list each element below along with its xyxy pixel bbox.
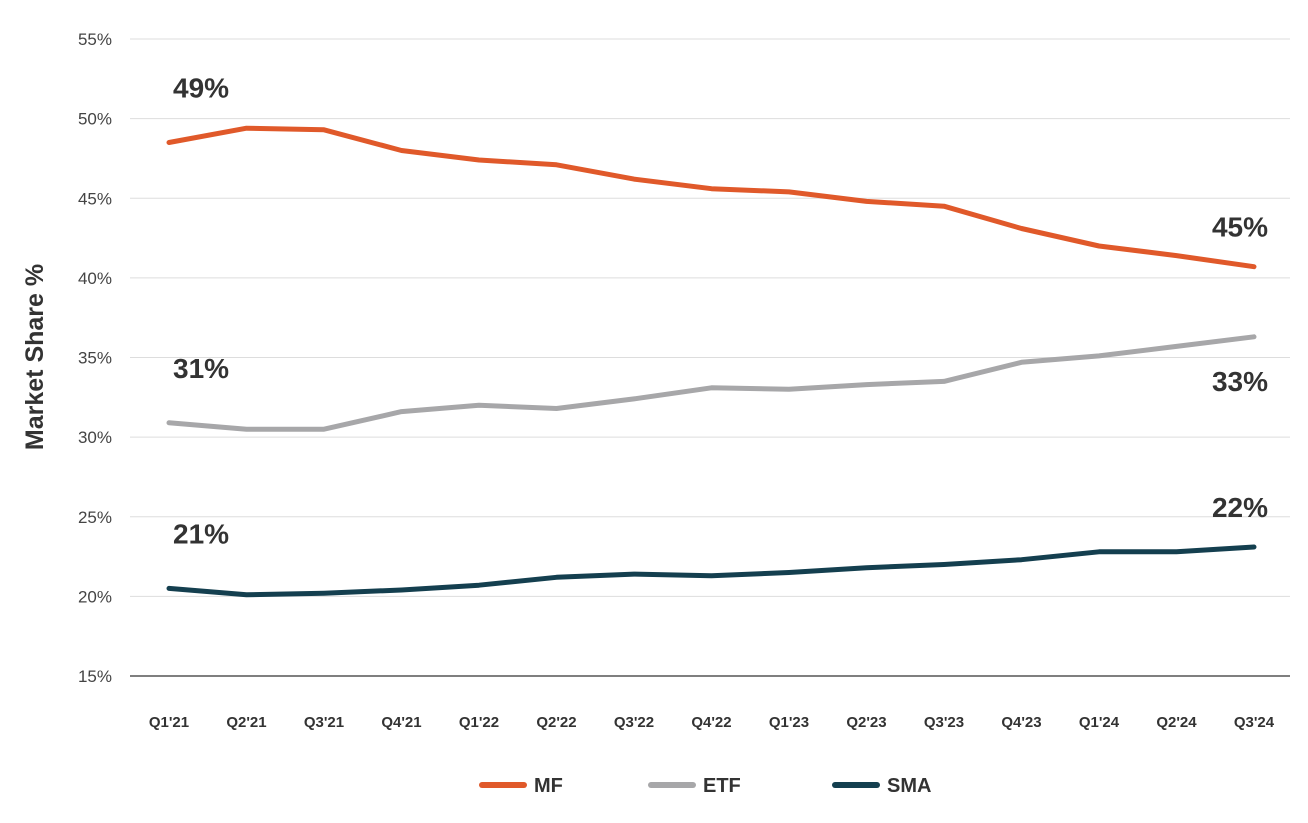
- annotation-etf-start: 31%: [173, 353, 229, 384]
- x-tick-label: Q3'22: [614, 714, 654, 731]
- series-lines: [166, 125, 1257, 598]
- y-axis-ticks: 15% 20% 25% 30% 35% 40% 45% 50% 55%: [78, 30, 112, 686]
- x-tick-label: Q2'23: [846, 714, 886, 731]
- x-tick-label: Q1'22: [459, 714, 499, 731]
- x-tick-label: Q4'21: [381, 714, 421, 731]
- gridlines: [130, 38, 1290, 677]
- annotation-etf-end: 33%: [1212, 366, 1268, 397]
- series-line-sma: [166, 544, 1257, 598]
- y-tick-label: 15%: [78, 667, 112, 686]
- y-tick-label: 50%: [78, 110, 112, 129]
- x-tick-label: Q2'24: [1156, 714, 1197, 731]
- x-tick-label: Q2'22: [536, 714, 576, 731]
- annotation-mf-end: 45%: [1212, 212, 1268, 243]
- legend-label: MF: [534, 775, 563, 797]
- x-tick-label: Q3'21: [304, 714, 344, 731]
- legend-item-etf: ETF: [648, 775, 741, 797]
- x-tick-label: Q4'23: [1001, 714, 1041, 731]
- x-tick-label: Q3'24: [1234, 714, 1275, 731]
- y-tick-label: 40%: [78, 269, 112, 288]
- y-tick-label: 25%: [78, 508, 112, 527]
- y-tick-label: 30%: [78, 428, 112, 447]
- legend-item-sma: SMA: [832, 775, 931, 797]
- annotation-sma-end: 22%: [1212, 492, 1268, 523]
- x-tick-label: Q1'21: [149, 714, 189, 731]
- annotation-mf-start: 49%: [173, 73, 229, 104]
- x-tick-label: Q4'22: [691, 714, 731, 731]
- legend: MF ETF SMA: [479, 775, 931, 797]
- y-tick-label: 20%: [78, 587, 112, 606]
- x-axis-ticks: Q1'21 Q2'21 Q3'21 Q4'21 Q1'22 Q2'22 Q3'22 Q4'22…: [149, 714, 1275, 731]
- y-tick-label: 55%: [78, 30, 112, 49]
- legend-label: SMA: [887, 775, 931, 797]
- x-tick-label: Q1'23: [769, 714, 809, 731]
- x-tick-label: Q3'23: [924, 714, 964, 731]
- value-annotations: 49% 45% 31% 33% 21% 22%: [173, 73, 1268, 550]
- legend-item-mf: MF: [479, 775, 563, 797]
- series-line-etf: [166, 334, 1257, 432]
- x-tick-label: Q2'21: [226, 714, 266, 731]
- annotation-sma-start: 21%: [173, 518, 229, 549]
- y-tick-label: 45%: [78, 189, 112, 208]
- legend-label: ETF: [703, 775, 741, 797]
- y-axis-label: Market Share %: [21, 264, 49, 450]
- x-tick-label: Q1'24: [1079, 714, 1120, 731]
- y-tick-label: 35%: [78, 349, 112, 368]
- series-line-mf: [166, 125, 1257, 270]
